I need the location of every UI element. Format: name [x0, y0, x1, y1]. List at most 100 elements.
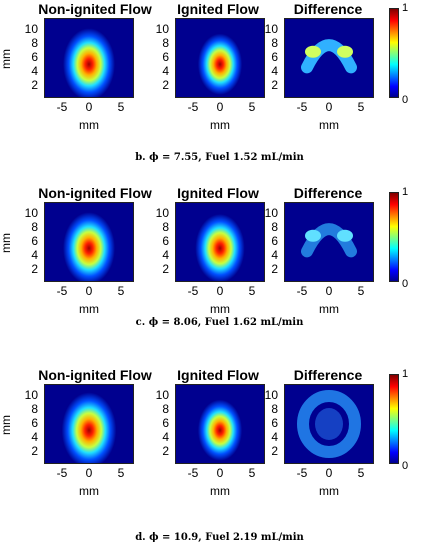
- panel-title-difference: Difference: [293, 185, 363, 201]
- x-axis-label: mm: [210, 118, 230, 132]
- y-tick-label: 2: [31, 78, 38, 92]
- x-tick-label: 5: [248, 284, 256, 298]
- y-tick-label: 2: [271, 444, 278, 458]
- y-tick-label: 2: [271, 78, 278, 92]
- y-tick-label: 2: [271, 262, 278, 276]
- figure-caption: b. ϕ = 7.55, Fuel 1.52 mL/min: [135, 152, 304, 163]
- difference-arch: [301, 39, 357, 74]
- panel-title-ignited: Ignited Flow: [177, 1, 259, 17]
- y-tick-label: 4: [271, 430, 278, 444]
- y-tick-label: 10: [264, 388, 278, 402]
- heatmap-svg: [63, 28, 115, 97]
- y-tick-label: 10: [24, 22, 38, 36]
- heatmap-intensity-plume: [195, 214, 245, 281]
- heatmap-intensity-plume: [197, 399, 243, 461]
- x-tick-label: -5: [187, 100, 199, 114]
- x-axis-label: mm: [210, 484, 230, 498]
- heatmap-nonignited: [44, 384, 134, 464]
- heatmap-svg: [195, 214, 245, 281]
- y-tick-label: 10: [264, 206, 278, 220]
- x-tick-label: -5: [56, 284, 68, 298]
- y-tick-label: 6: [31, 50, 38, 64]
- difference-core: [315, 408, 343, 440]
- difference-arch: [301, 223, 357, 258]
- x-tick-label: -5: [296, 100, 308, 114]
- x-tick-label: 0: [216, 100, 224, 114]
- heatmap-ignited: [175, 384, 265, 464]
- colorbar-max-label: 1: [402, 2, 409, 14]
- x-tick-label: -5: [187, 466, 199, 480]
- y-tick-label: 4: [162, 430, 169, 444]
- heatmap-difference: [284, 384, 374, 464]
- colorbar-max-label: 1: [402, 186, 409, 198]
- panel-title-difference: Difference: [293, 1, 363, 17]
- x-tick-label: 5: [248, 100, 256, 114]
- panel-title-ignited: Ignited Flow: [177, 185, 259, 201]
- heatmap-svg: [61, 392, 117, 463]
- y-tick-label: 4: [271, 64, 278, 78]
- y-tick-label: 2: [162, 78, 169, 92]
- colorbar-min-label: 0: [402, 278, 409, 290]
- y-tick-label: 8: [31, 220, 38, 234]
- y-tick-label: 6: [31, 234, 38, 248]
- y-tick-label: 10: [155, 22, 169, 36]
- y-tick-label: 8: [271, 402, 278, 416]
- x-tick-label: 0: [325, 466, 333, 480]
- y-tick-label: 8: [31, 402, 38, 416]
- heatmap-svg: [301, 223, 357, 258]
- y-tick-label: 6: [162, 50, 169, 64]
- y-tick-label: 6: [162, 416, 169, 430]
- x-tick-label: 0: [85, 466, 93, 480]
- y-tick-label: 8: [162, 220, 169, 234]
- y-tick-label: 10: [24, 388, 38, 402]
- x-axis-label: mm: [319, 118, 339, 132]
- y-tick-label: 6: [271, 234, 278, 248]
- heatmap-ignited: [175, 18, 265, 98]
- y-tick-label: 10: [155, 206, 169, 220]
- x-axis-label: mm: [79, 302, 99, 316]
- heatmap-svg: [197, 33, 243, 95]
- y-tick-label: 10: [155, 388, 169, 402]
- x-tick-label: 5: [357, 284, 365, 298]
- x-tick-label: -5: [56, 100, 68, 114]
- colorbar: [389, 8, 399, 98]
- colorbar-min-label: 0: [402, 94, 409, 106]
- x-tick-label: -5: [296, 466, 308, 480]
- colorbar: [389, 192, 399, 282]
- x-axis-label: mm: [319, 484, 339, 498]
- heatmap-difference: [284, 202, 374, 282]
- y-tick-label: 8: [162, 36, 169, 50]
- x-tick-label: -5: [187, 284, 199, 298]
- y-tick-label: 2: [31, 444, 38, 458]
- difference-ring: [297, 390, 361, 458]
- difference-hotspot: [305, 229, 321, 242]
- x-tick-label: -5: [296, 284, 308, 298]
- y-tick-label: 10: [264, 22, 278, 36]
- heatmap-svg: [301, 39, 357, 74]
- x-tick-label: 0: [216, 284, 224, 298]
- panel-title-ignited: Ignited Flow: [177, 367, 259, 383]
- y-axis-label: mm: [0, 49, 13, 69]
- y-tick-label: 6: [271, 50, 278, 64]
- x-tick-label: 0: [216, 466, 224, 480]
- y-tick-label: 4: [162, 64, 169, 78]
- figure-b: Non-ignited Flow Ignited Flow Difference…: [0, 0, 439, 180]
- colorbar-max-label: 1: [402, 368, 409, 380]
- panel-title-nonignited: Non-ignited Flow: [38, 1, 152, 17]
- y-tick-label: 8: [31, 36, 38, 50]
- y-tick-label: 2: [162, 444, 169, 458]
- y-tick-label: 2: [162, 262, 169, 276]
- colorbar: [389, 374, 399, 464]
- x-tick-label: 0: [85, 284, 93, 298]
- y-tick-label: 4: [271, 248, 278, 262]
- x-tick-label: 0: [85, 100, 93, 114]
- heatmap-intensity-plume: [197, 33, 243, 95]
- x-tick-label: 5: [117, 466, 125, 480]
- y-tick-label: 2: [31, 262, 38, 276]
- x-tick-label: 0: [325, 100, 333, 114]
- x-axis-label: mm: [319, 302, 339, 316]
- figure-d: Non-ignited Flow Ignited Flow Difference…: [0, 366, 439, 546]
- y-tick-label: 4: [31, 248, 38, 262]
- difference-hotspot: [337, 45, 353, 58]
- heatmap-svg: [297, 390, 361, 458]
